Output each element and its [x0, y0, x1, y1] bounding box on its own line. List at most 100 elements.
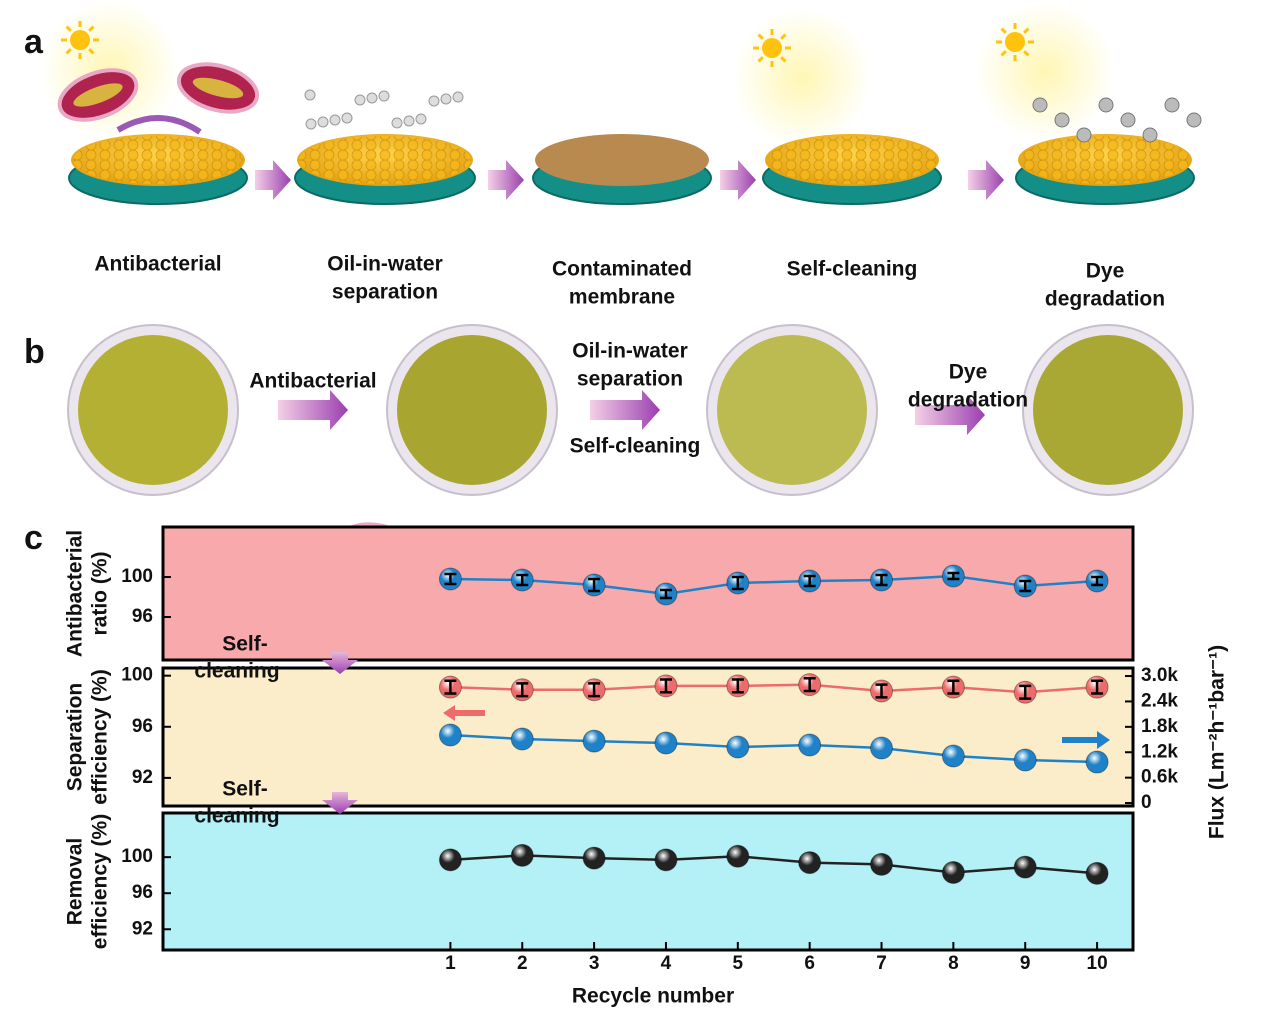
membrane-sample — [78, 335, 228, 485]
y-axis-label: efficiency (%) — [89, 814, 112, 949]
y-tick-label: 96 — [132, 882, 153, 903]
droplet — [428, 95, 440, 107]
data-point — [1013, 748, 1037, 772]
sun-ray — [1023, 50, 1030, 57]
molecule-atom — [1120, 112, 1136, 128]
data-point — [798, 733, 822, 757]
plot-background — [161, 666, 1135, 808]
data-point — [941, 744, 965, 768]
inset-label: cleaning — [194, 660, 279, 683]
molecule-atom — [1142, 127, 1158, 143]
y-axis-label: ratio (%) — [89, 552, 112, 636]
membrane-spheres — [299, 136, 471, 184]
plot-background — [161, 525, 1135, 662]
bacterium-core — [73, 83, 123, 107]
bacterium-core — [192, 77, 244, 99]
transition-label: Antibacterial — [249, 370, 376, 393]
droplet — [415, 113, 427, 125]
data-point — [654, 731, 678, 755]
flow-arrow — [322, 652, 358, 674]
molecule-atom — [1054, 112, 1070, 128]
series-line — [450, 683, 1098, 694]
inset-label: Self- — [222, 778, 268, 801]
molecule-atom — [1032, 97, 1048, 113]
step-label: Dye — [1086, 260, 1125, 283]
membrane-spheres — [767, 136, 937, 184]
y2-tick-label: 1.8k — [1141, 716, 1178, 737]
error-bar — [516, 682, 529, 698]
error-bar — [1019, 579, 1032, 593]
x-tick-label: 6 — [804, 953, 815, 974]
error-bar — [1091, 575, 1104, 587]
y-tick-label: 92 — [132, 918, 153, 939]
data-point — [726, 844, 750, 868]
x-tick-label: 5 — [733, 953, 744, 974]
molecule-atom — [1098, 97, 1114, 113]
sun-ray — [780, 33, 787, 40]
y2-tick-label: 0 — [1141, 792, 1152, 813]
inset-label: cleaning — [194, 805, 279, 828]
x-tick-label: 3 — [589, 953, 600, 974]
membrane-sample — [717, 335, 867, 485]
transition-label: Dye — [949, 361, 988, 384]
error-bar — [803, 676, 816, 693]
sun-ray — [65, 48, 72, 55]
sun-ray — [88, 48, 95, 55]
droplet — [366, 92, 378, 104]
membrane-top — [535, 134, 709, 186]
droplet — [391, 117, 403, 129]
panel-label: b — [24, 333, 45, 371]
transition-label: separation — [577, 368, 683, 391]
error-bar — [516, 573, 529, 587]
panel-label: a — [24, 23, 44, 61]
sun-glow — [732, 8, 872, 148]
error-bar — [731, 575, 744, 591]
y-tick-label: 100 — [121, 846, 153, 867]
droplet — [317, 116, 329, 128]
step-label: degradation — [1045, 288, 1165, 311]
y-axis-label: Removal — [64, 838, 87, 926]
sun — [70, 30, 90, 50]
droplet — [304, 89, 316, 101]
molecule-atom — [1164, 97, 1180, 113]
x-tick-label: 2 — [517, 953, 528, 974]
transition-label: Self-cleaning — [570, 435, 701, 458]
data-point — [510, 727, 534, 751]
error-bar — [659, 678, 672, 694]
arrow — [590, 390, 660, 430]
y2-tick-label: 0.6k — [1141, 767, 1178, 788]
data-point — [510, 843, 534, 867]
sun — [1005, 32, 1025, 52]
step-label: separation — [332, 281, 438, 304]
error-bar — [947, 679, 960, 695]
error-bar — [659, 588, 672, 600]
droplet — [378, 90, 390, 102]
arrow — [278, 390, 348, 430]
droplet — [341, 112, 353, 124]
y2-tick-label: 2.4k — [1141, 690, 1178, 711]
error-bar — [875, 683, 888, 699]
y2-tick-label: 3.0k — [1141, 665, 1178, 686]
sun-ray — [88, 25, 95, 32]
x-axis-label: Recycle number — [572, 985, 734, 1008]
transition-label: degradation — [908, 389, 1028, 412]
error-bar — [875, 573, 888, 587]
error-bar — [444, 679, 457, 695]
sun-ray — [757, 56, 764, 63]
flow-arrow — [322, 792, 358, 814]
data-point — [870, 852, 894, 876]
inset-label: Self- — [222, 633, 268, 656]
y2-axis-label: Flux (Lm⁻²h⁻¹bar⁻¹) — [1206, 645, 1229, 839]
error-bar — [731, 678, 744, 694]
y2-tick-label: 1.2k — [1141, 741, 1178, 762]
droplet — [452, 91, 464, 103]
membrane-spheres — [73, 136, 243, 184]
sun-ray — [1000, 27, 1007, 34]
membrane-sample — [397, 335, 547, 485]
error-bar — [588, 577, 601, 593]
step-label: Antibacterial — [94, 253, 221, 276]
error-bar — [1019, 684, 1032, 700]
data-point — [1013, 855, 1037, 879]
sun — [762, 38, 782, 58]
